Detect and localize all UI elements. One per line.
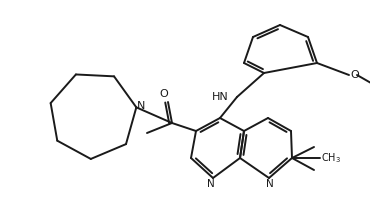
Text: O: O <box>350 70 359 80</box>
Text: O: O <box>159 89 168 99</box>
Text: N: N <box>266 179 274 189</box>
Text: HN: HN <box>212 92 229 102</box>
Text: CH$_3$: CH$_3$ <box>321 151 341 165</box>
Text: N: N <box>207 179 215 189</box>
Text: N: N <box>137 101 146 111</box>
